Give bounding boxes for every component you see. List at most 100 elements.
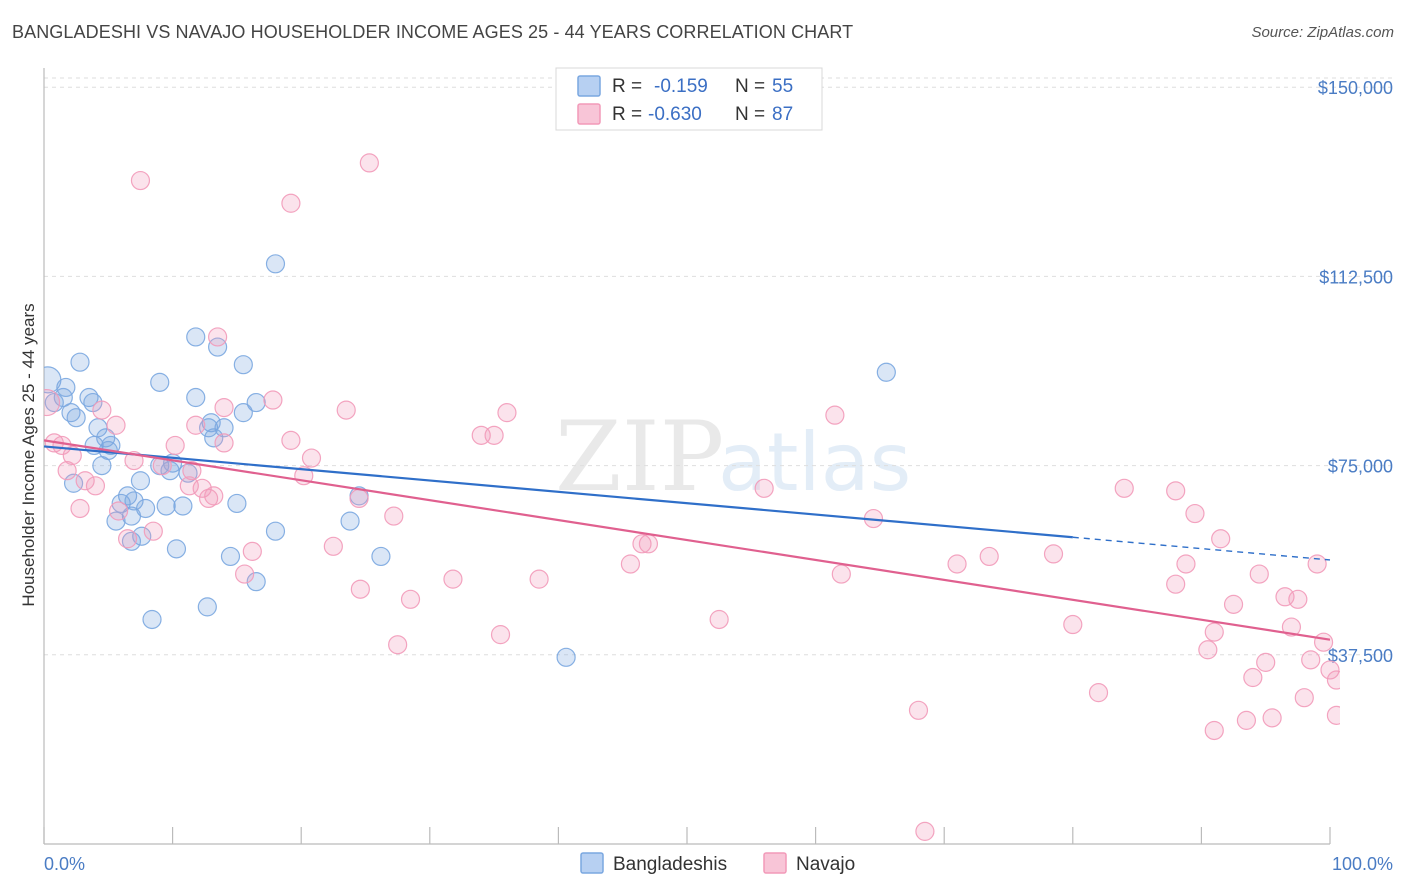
navajo-point-30 bbox=[301, 448, 322, 468]
bangladeshis-point-42 bbox=[132, 526, 152, 546]
navajo-point-79 bbox=[1313, 632, 1334, 652]
navajo-point-58 bbox=[1114, 478, 1134, 498]
bangladeshis-point-23 bbox=[201, 413, 221, 433]
navajo-point-15 bbox=[165, 435, 185, 456]
bottom-legend-label-bangladeshis: Bangladeshis bbox=[613, 854, 727, 875]
navajo-point-42 bbox=[497, 403, 517, 423]
navajo-point-18 bbox=[192, 478, 212, 498]
bangladeshis-point-41 bbox=[265, 521, 286, 541]
navajo-point-13 bbox=[143, 521, 163, 541]
navajo-point-10 bbox=[92, 400, 112, 420]
bangladeshis-point-21 bbox=[246, 392, 266, 413]
navajo-point-22 bbox=[186, 415, 206, 435]
navajo-point-9 bbox=[117, 529, 138, 549]
navajo-point-60 bbox=[1166, 574, 1186, 594]
navajo-point-5 bbox=[75, 471, 95, 491]
navajo-point-27 bbox=[263, 390, 283, 410]
bangladeshis-point-46 bbox=[246, 572, 266, 592]
navajo-point-25 bbox=[242, 541, 262, 561]
bangladeshis-point-54 bbox=[876, 362, 896, 382]
navajo-point-78 bbox=[1307, 554, 1327, 574]
navajo-point-67 bbox=[1223, 594, 1244, 614]
navajo-point-83 bbox=[359, 153, 379, 173]
bottom-legend-swatch-bangladeshis bbox=[580, 852, 604, 874]
navajo-point-41 bbox=[490, 625, 511, 645]
trend-lines bbox=[43, 439, 1331, 641]
legend-n-label-2: N = bbox=[735, 104, 765, 125]
bangladeshis-point-49 bbox=[265, 254, 286, 274]
legend-swatch-bangladeshis bbox=[577, 75, 601, 97]
watermark-atlas: atlas bbox=[718, 416, 911, 509]
bangladeshis-point-7 bbox=[66, 408, 86, 428]
y-tick-label-2: $112,500 bbox=[1319, 267, 1393, 287]
bangladeshis-point-25 bbox=[214, 418, 234, 438]
y-tick-label-3: $150,000 bbox=[1318, 78, 1393, 98]
legend-r-label-1: R = bbox=[612, 76, 642, 97]
navajo-point-45 bbox=[632, 534, 652, 554]
navajo-point-53 bbox=[947, 554, 967, 574]
bangladeshis-point-20 bbox=[233, 355, 253, 375]
legend: R = -0.159 N = 55 R = -0.630 N = 87 bbox=[555, 67, 823, 131]
watermark-zip: ZIP bbox=[555, 401, 724, 513]
navajo-point-47 bbox=[709, 609, 729, 630]
navajo-point-77 bbox=[1301, 650, 1321, 670]
navajo-point-34 bbox=[350, 579, 370, 599]
bangladeshis-point-40 bbox=[227, 493, 247, 514]
navajo-point-3 bbox=[62, 445, 82, 466]
navajo-point-57 bbox=[1088, 683, 1109, 703]
navajo-point-6 bbox=[85, 476, 106, 496]
legend-r-value-1: -0.159 bbox=[654, 76, 708, 97]
navajo-point-35 bbox=[384, 506, 404, 526]
legend-n-label-1: N = bbox=[735, 76, 765, 97]
navajo-point-37 bbox=[400, 589, 421, 609]
bangladeshis-point-37 bbox=[135, 498, 156, 519]
y-tick-labels: $37,500 $75,000 $112,500 $150,000 bbox=[1318, 78, 1393, 666]
bangladeshis-point-15 bbox=[63, 473, 84, 493]
bottom-legend: Bangladeshis Navajo bbox=[580, 852, 855, 875]
navajo-point-0 bbox=[44, 388, 61, 417]
navajo-point-19 bbox=[199, 488, 219, 509]
navajo-point-4 bbox=[57, 461, 77, 481]
navajo-point-26 bbox=[235, 564, 255, 584]
navajo-point-63 bbox=[1198, 640, 1218, 660]
navajo-point-32 bbox=[336, 400, 356, 420]
navajo-point-16 bbox=[182, 461, 202, 481]
bangladeshis-point-3 bbox=[56, 377, 76, 398]
navajo-point-55 bbox=[1043, 544, 1064, 564]
x-tick-label-end: 100.0% bbox=[1332, 854, 1393, 874]
navajo-point-31 bbox=[323, 536, 343, 556]
navajo-point-84 bbox=[130, 170, 151, 191]
navajo-point-68 bbox=[1236, 710, 1257, 730]
navajo-point-65 bbox=[1211, 529, 1231, 549]
navajo-point-7 bbox=[70, 498, 90, 519]
bangladeshis-point-45 bbox=[220, 546, 241, 567]
navajo-point-49 bbox=[825, 405, 845, 425]
bangladeshis-trend-extension bbox=[1072, 536, 1331, 561]
navajo-point-46 bbox=[638, 534, 659, 554]
navajo-point-44 bbox=[620, 554, 641, 574]
bangladeshis-point-44 bbox=[166, 539, 187, 559]
navajo-point-33 bbox=[349, 488, 369, 509]
bangladeshis-point-18 bbox=[186, 327, 206, 347]
navajo-point-50 bbox=[831, 564, 851, 584]
navajo-point-52 bbox=[908, 700, 929, 720]
bangladeshis-point-53 bbox=[556, 647, 576, 667]
navajo-point-20 bbox=[204, 486, 224, 506]
chart-title: BANGLADESHI VS NAVAJO HOUSEHOLDER INCOME… bbox=[12, 22, 854, 42]
y-tick-label-0: $37,500 bbox=[1328, 646, 1393, 666]
navajo-point-74 bbox=[1281, 617, 1302, 637]
y-tick-label-1: $75,000 bbox=[1328, 457, 1393, 477]
legend-r-value-2: -0.630 bbox=[648, 104, 702, 125]
navajo-point-48 bbox=[754, 478, 774, 498]
bangladeshis-point-31 bbox=[130, 471, 151, 491]
navajo-point-40 bbox=[484, 425, 504, 445]
navajo-point-43 bbox=[529, 569, 549, 589]
navajo-point-69 bbox=[1243, 667, 1263, 688]
navajo-point-80 bbox=[1320, 660, 1340, 680]
navajo-point-66 bbox=[1204, 720, 1224, 741]
bangladeshis-point-47 bbox=[197, 597, 217, 617]
bangladeshis-point-17 bbox=[186, 387, 206, 408]
legend-swatch-navajo bbox=[577, 103, 601, 125]
navajo-point-61 bbox=[1176, 554, 1196, 574]
bangladeshis-point-38 bbox=[156, 496, 176, 516]
